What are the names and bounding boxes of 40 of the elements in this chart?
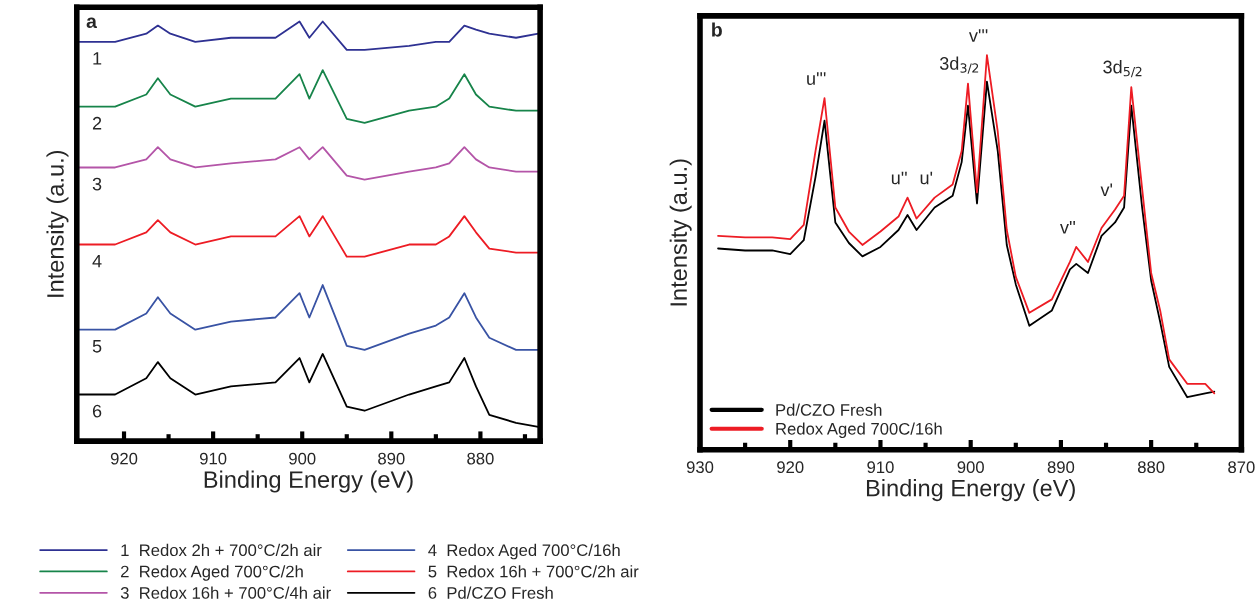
legend-label: 2 Redox Aged 700°C/2h [121, 565, 303, 581]
annotation: 3d$_{5/2}$ [1103, 60, 1142, 78]
x-tick-label: 930 [686, 461, 714, 474]
legend-label: 6 Pd/CZO Fresh [428, 586, 553, 599]
annotation: 1 [93, 52, 102, 65]
x-tick-label: 900 [957, 461, 984, 474]
annotation: 6 [92, 404, 102, 418]
x-axis-title: Binding Energy (eV) [204, 470, 413, 493]
annotation: v''' [968, 29, 988, 42]
annotation: 5 [92, 340, 102, 353]
legend-label: Pd/CZO Fresh [776, 403, 882, 416]
annotation: 3 [92, 177, 102, 191]
x-tick-label: 890 [1047, 461, 1075, 474]
x-tick-label: 880 [1137, 461, 1165, 474]
annotation: v' [1100, 183, 1113, 196]
legend-label: 1 Redox 2h + 700°C/2h air [121, 543, 322, 557]
annotation: 2 [92, 116, 102, 130]
y-axis-title: Intensity (a.u.) [46, 150, 69, 297]
x-tick-label: 910 [200, 452, 227, 465]
x-axis-title: Binding Energy (eV) [866, 479, 1075, 502]
annotation: u' [920, 171, 933, 185]
x-tick-label: 910 [867, 461, 894, 474]
chart-title: a [86, 17, 97, 29]
x-tick-label: 890 [378, 452, 405, 465]
legend-label: Redox Aged 700C/16h [776, 422, 942, 439]
y-axis-title: Intensity (a.u.) [669, 159, 692, 306]
annotation: 4 [92, 254, 102, 268]
x-tick-label: 920 [777, 461, 804, 474]
legend-label: 3 Redox 16h + 700°C/4h air [120, 586, 331, 599]
x-tick-label: 920 [110, 452, 138, 465]
annotation: 3d$_{3/2}$ [939, 56, 979, 74]
x-tick-label: 900 [289, 452, 316, 465]
legend-label: 5 Redox 16h + 700°C/2h air [428, 565, 639, 578]
x-tick-label: 880 [467, 452, 494, 465]
x-tick-label: 870 [1228, 461, 1255, 474]
chart-title: b [712, 22, 722, 37]
annotation: u''' [807, 72, 826, 85]
annotation: v'' [1060, 221, 1075, 234]
legend-label: 4 Redox Aged 700°C/16h [428, 543, 620, 560]
annotation: u'' [891, 171, 907, 185]
